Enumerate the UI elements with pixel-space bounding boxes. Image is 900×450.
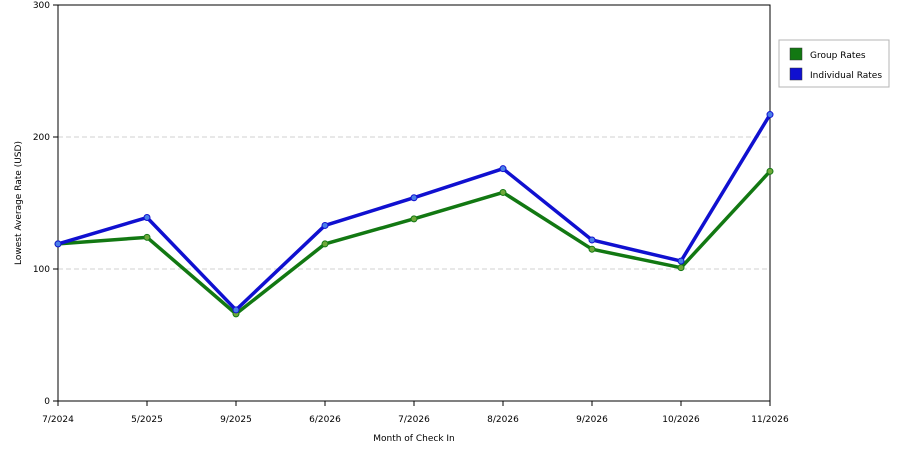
grid-lines — [58, 136, 770, 270]
data-point — [143, 214, 151, 222]
y-tick-label: 100 — [33, 265, 50, 275]
data-point — [588, 236, 596, 244]
y-axis-title: Lowest Average Rate (USD) — [14, 141, 24, 265]
x-tick-label: 6/2026 — [309, 415, 341, 425]
legend-label: Group Rates — [810, 51, 866, 61]
data-point — [499, 188, 507, 196]
x-axis: 7/2024 5/2025 9/2025 6/2026 7/2026 8/2026 9/20… — [42, 401, 789, 425]
data-point — [321, 240, 329, 248]
y-tick-label: 200 — [33, 133, 50, 143]
series-line-1 — [56, 112, 772, 312]
series-line-0 — [56, 169, 772, 316]
y-tick-label: 0 — [44, 397, 50, 407]
data-point — [54, 240, 62, 248]
data-point — [677, 264, 685, 272]
x-tick-label: 7/2026 — [398, 415, 430, 425]
x-tick-label: 8/2026 — [487, 415, 519, 425]
data-point — [321, 221, 329, 229]
legend: Group Rates Individual Rates — [778, 39, 890, 88]
x-tick-label: 9/2025 — [220, 415, 252, 425]
plot-frame — [57, 4, 771, 402]
data-point — [410, 194, 418, 202]
data-point — [143, 233, 151, 241]
legend-swatch — [789, 47, 803, 61]
x-tick-label: 9/2026 — [576, 415, 608, 425]
legend-swatch — [789, 67, 803, 81]
data-point — [766, 167, 774, 175]
data-point — [766, 111, 774, 119]
data-point — [232, 306, 240, 314]
data-point — [410, 215, 418, 223]
x-tick-label: 10/2026 — [662, 415, 700, 425]
data-point — [677, 257, 685, 265]
series-lines — [54, 111, 774, 318]
data-point — [588, 245, 596, 253]
data-point — [499, 165, 507, 173]
x-axis-title: Month of Check In — [373, 434, 455, 444]
y-axis: 0 100 200 300 — [33, 1, 58, 407]
legend-label: Individual Rates — [810, 71, 882, 81]
x-tick-label: 7/2024 — [42, 415, 74, 425]
y-tick-label: 300 — [33, 1, 50, 11]
x-tick-label: 11/2026 — [751, 415, 789, 425]
x-tick-label: 5/2025 — [131, 415, 163, 425]
